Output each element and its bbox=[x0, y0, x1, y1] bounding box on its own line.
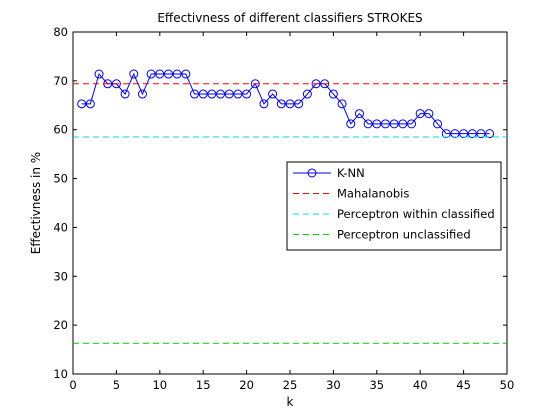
data-point bbox=[302, 89, 312, 99]
legend-label: Perceptron within classified bbox=[337, 207, 495, 221]
y-tick-label: 60 bbox=[53, 123, 68, 137]
legend-entry: K-NN bbox=[293, 166, 365, 180]
legend-entry: Mahalanobis bbox=[293, 187, 409, 201]
legend-entry: Perceptron unclassified bbox=[293, 228, 471, 242]
x-tick-label: 45 bbox=[456, 378, 471, 392]
data-point bbox=[216, 89, 226, 99]
data-point bbox=[450, 129, 460, 139]
legend-label: Perceptron unclassified bbox=[337, 228, 471, 242]
data-point bbox=[268, 89, 278, 99]
y-axis-label: Effectivness in % bbox=[29, 152, 43, 254]
data-point bbox=[155, 69, 165, 79]
x-tick-label: 0 bbox=[69, 378, 76, 392]
data-point bbox=[181, 69, 191, 79]
data-point bbox=[328, 89, 338, 99]
data-point bbox=[441, 129, 451, 139]
data-point bbox=[485, 129, 495, 139]
data-point bbox=[346, 119, 356, 129]
x-tick-label: 30 bbox=[326, 378, 341, 392]
x-axis-label: k bbox=[287, 395, 294, 409]
chart-title: Effectivness of different classifiers ST… bbox=[157, 11, 422, 25]
data-point bbox=[433, 119, 443, 129]
data-point bbox=[354, 109, 364, 119]
data-point bbox=[233, 89, 243, 99]
data-point bbox=[198, 89, 208, 99]
y-tick-label: 20 bbox=[53, 318, 68, 332]
data-point bbox=[407, 119, 417, 129]
data-point bbox=[137, 89, 147, 99]
legend: K-NN Mahalanobis Perceptron within classif… bbox=[286, 161, 502, 251]
x-tick-label: 50 bbox=[500, 378, 515, 392]
data-point bbox=[389, 119, 399, 129]
data-point bbox=[77, 99, 87, 109]
y-tick-label: 70 bbox=[53, 74, 68, 88]
data-point bbox=[259, 99, 269, 109]
data-point bbox=[111, 79, 121, 89]
y-tick-label: 10 bbox=[53, 367, 68, 381]
data-point bbox=[172, 69, 182, 79]
data-point bbox=[398, 119, 408, 129]
data-point bbox=[337, 99, 347, 109]
legend-entry: Perceptron within classified bbox=[293, 207, 495, 221]
data-point bbox=[250, 79, 260, 89]
data-point bbox=[424, 109, 434, 119]
data-point bbox=[163, 69, 173, 79]
y-tick-label: 30 bbox=[53, 269, 68, 283]
data-point bbox=[285, 99, 295, 109]
data-point bbox=[276, 99, 286, 109]
x-tick-label: 25 bbox=[283, 378, 298, 392]
y-tick-label: 50 bbox=[53, 172, 68, 186]
data-point bbox=[476, 129, 486, 139]
data-point bbox=[190, 89, 200, 99]
data-point bbox=[207, 89, 217, 99]
x-tick-label: 10 bbox=[152, 378, 167, 392]
data-point bbox=[242, 89, 252, 99]
data-point bbox=[224, 89, 234, 99]
data-point bbox=[146, 69, 156, 79]
data-point bbox=[311, 79, 321, 89]
x-tick-label: 5 bbox=[113, 378, 120, 392]
y-tick-label: 80 bbox=[53, 25, 68, 39]
data-point bbox=[129, 69, 139, 79]
data-point bbox=[372, 119, 382, 129]
y-tick-label: 40 bbox=[53, 220, 68, 234]
series-k-nn bbox=[77, 69, 495, 139]
data-point bbox=[85, 99, 95, 109]
x-tick-label: 40 bbox=[413, 378, 428, 392]
data-point bbox=[120, 89, 130, 99]
data-point bbox=[467, 129, 477, 139]
x-tick-label: 20 bbox=[239, 378, 254, 392]
data-point bbox=[94, 69, 104, 79]
x-tick-label: 15 bbox=[196, 378, 211, 392]
data-point bbox=[294, 99, 304, 109]
data-point bbox=[380, 119, 390, 129]
legend-label: K-NN bbox=[337, 166, 365, 180]
series-layer bbox=[73, 69, 507, 344]
data-point bbox=[459, 129, 469, 139]
legend-marker bbox=[307, 168, 317, 178]
legend-label: Mahalanobis bbox=[337, 187, 409, 201]
y-axis-ticks: 10 20 30 40 50 60 70 80 bbox=[53, 25, 507, 381]
x-axis-ticks: 0 5 10 15 20 25 30 35 40 45 50 bbox=[69, 32, 514, 392]
data-point bbox=[363, 119, 373, 129]
data-point bbox=[415, 109, 425, 119]
x-tick-label: 35 bbox=[369, 378, 384, 392]
legend-box bbox=[286, 161, 502, 251]
